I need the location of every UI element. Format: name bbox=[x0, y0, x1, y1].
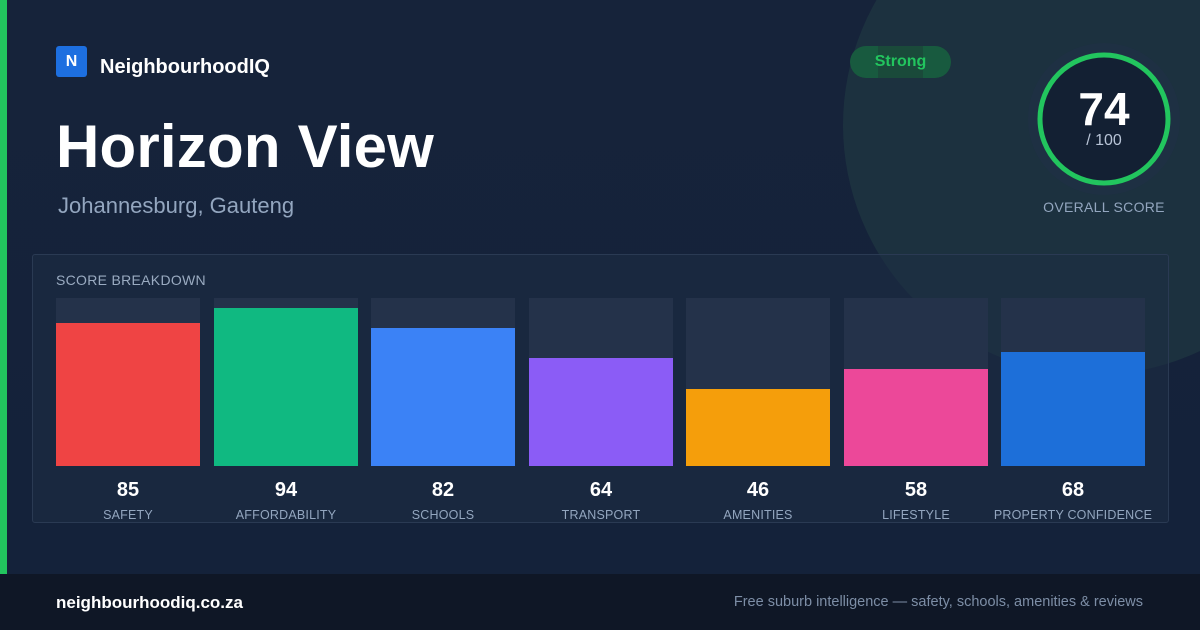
breakdown-bar bbox=[686, 389, 830, 466]
overall-score-max: / 100 bbox=[1086, 132, 1122, 149]
breakdown-bar-track bbox=[56, 298, 200, 466]
footer-url: neighbourhoodiq.co.za bbox=[56, 593, 243, 612]
footer-tagline: Free suburb intelligence — safety, schoo… bbox=[733, 594, 1143, 610]
breakdown-column: 46 AMENITIES bbox=[686, 298, 830, 523]
breakdown-value: 85 bbox=[116, 479, 140, 501]
badge-right-cap bbox=[923, 46, 951, 78]
breakdown-bar bbox=[371, 328, 515, 466]
breakdown-column: 82 SCHOOLS bbox=[371, 298, 515, 523]
breakdown-value: 58 bbox=[904, 479, 928, 501]
breakdown-label: AMENITIES bbox=[723, 508, 793, 522]
breakdown-bar-track bbox=[686, 298, 830, 466]
overall-score-ring bbox=[1028, 43, 1180, 195]
breakdown-column: 68 PROPERTY CONFIDENCE bbox=[994, 298, 1152, 523]
breakdown-label: SCHOOLS bbox=[411, 508, 475, 522]
breakdown-bar-track bbox=[214, 298, 358, 466]
breakdown-column: 85 SAFETY bbox=[56, 298, 200, 523]
breakdown-value: 94 bbox=[274, 479, 298, 501]
accent-stripe bbox=[0, 0, 7, 574]
brand-logo-icon: N bbox=[56, 46, 87, 77]
badge-left-cap bbox=[850, 46, 878, 78]
brand-name: NeighbourhoodIQ bbox=[100, 56, 270, 78]
breakdown-bar bbox=[844, 369, 988, 466]
breakdown-label: SAFETY bbox=[103, 508, 153, 522]
score-ring-svg bbox=[1028, 43, 1180, 195]
breakdown-bar-track bbox=[844, 298, 988, 466]
breakdown-bar-track bbox=[371, 298, 515, 466]
suburb-location: Johannesburg, Gauteng bbox=[58, 193, 295, 218]
breakdown-column: 94 AFFORDABILITY bbox=[214, 298, 358, 523]
breakdown-bar bbox=[214, 308, 358, 466]
breakdown-value: 68 bbox=[1061, 479, 1085, 501]
score-ring-inner bbox=[1040, 55, 1168, 183]
breakdown-bar bbox=[529, 358, 673, 466]
breakdown-label: LIFESTYLE bbox=[882, 508, 950, 522]
score-breakdown-title: SCORE BREAKDOWN bbox=[56, 272, 206, 288]
breakdown-bar-track bbox=[1001, 298, 1145, 466]
breakdown-column: 58 LIFESTYLE bbox=[844, 298, 988, 523]
breakdown-label: TRANSPORT bbox=[561, 508, 641, 522]
status-badge-label: Strong bbox=[874, 53, 927, 70]
status-badge: Strong bbox=[850, 46, 951, 78]
breakdown-label: PROPERTY CONFIDENCE bbox=[993, 508, 1153, 522]
overall-score-label: OVERALL SCORE bbox=[1043, 199, 1165, 215]
breakdown-value: 82 bbox=[431, 479, 455, 501]
breakdown-bar bbox=[56, 323, 200, 466]
breakdown-label: AFFORDABILITY bbox=[235, 508, 337, 522]
score-ring-progress bbox=[1037, 52, 1171, 186]
breakdown-column: 64 TRANSPORT bbox=[529, 298, 673, 523]
breakdown-value: 46 bbox=[746, 479, 770, 501]
suburb-title: Horizon View bbox=[56, 113, 435, 180]
breakdown-bar bbox=[1001, 352, 1145, 466]
overall-score-value: 74 bbox=[1078, 83, 1130, 135]
footer bbox=[0, 574, 1200, 630]
breakdown-bar-track bbox=[529, 298, 673, 466]
breakdown-value: 64 bbox=[589, 479, 613, 501]
